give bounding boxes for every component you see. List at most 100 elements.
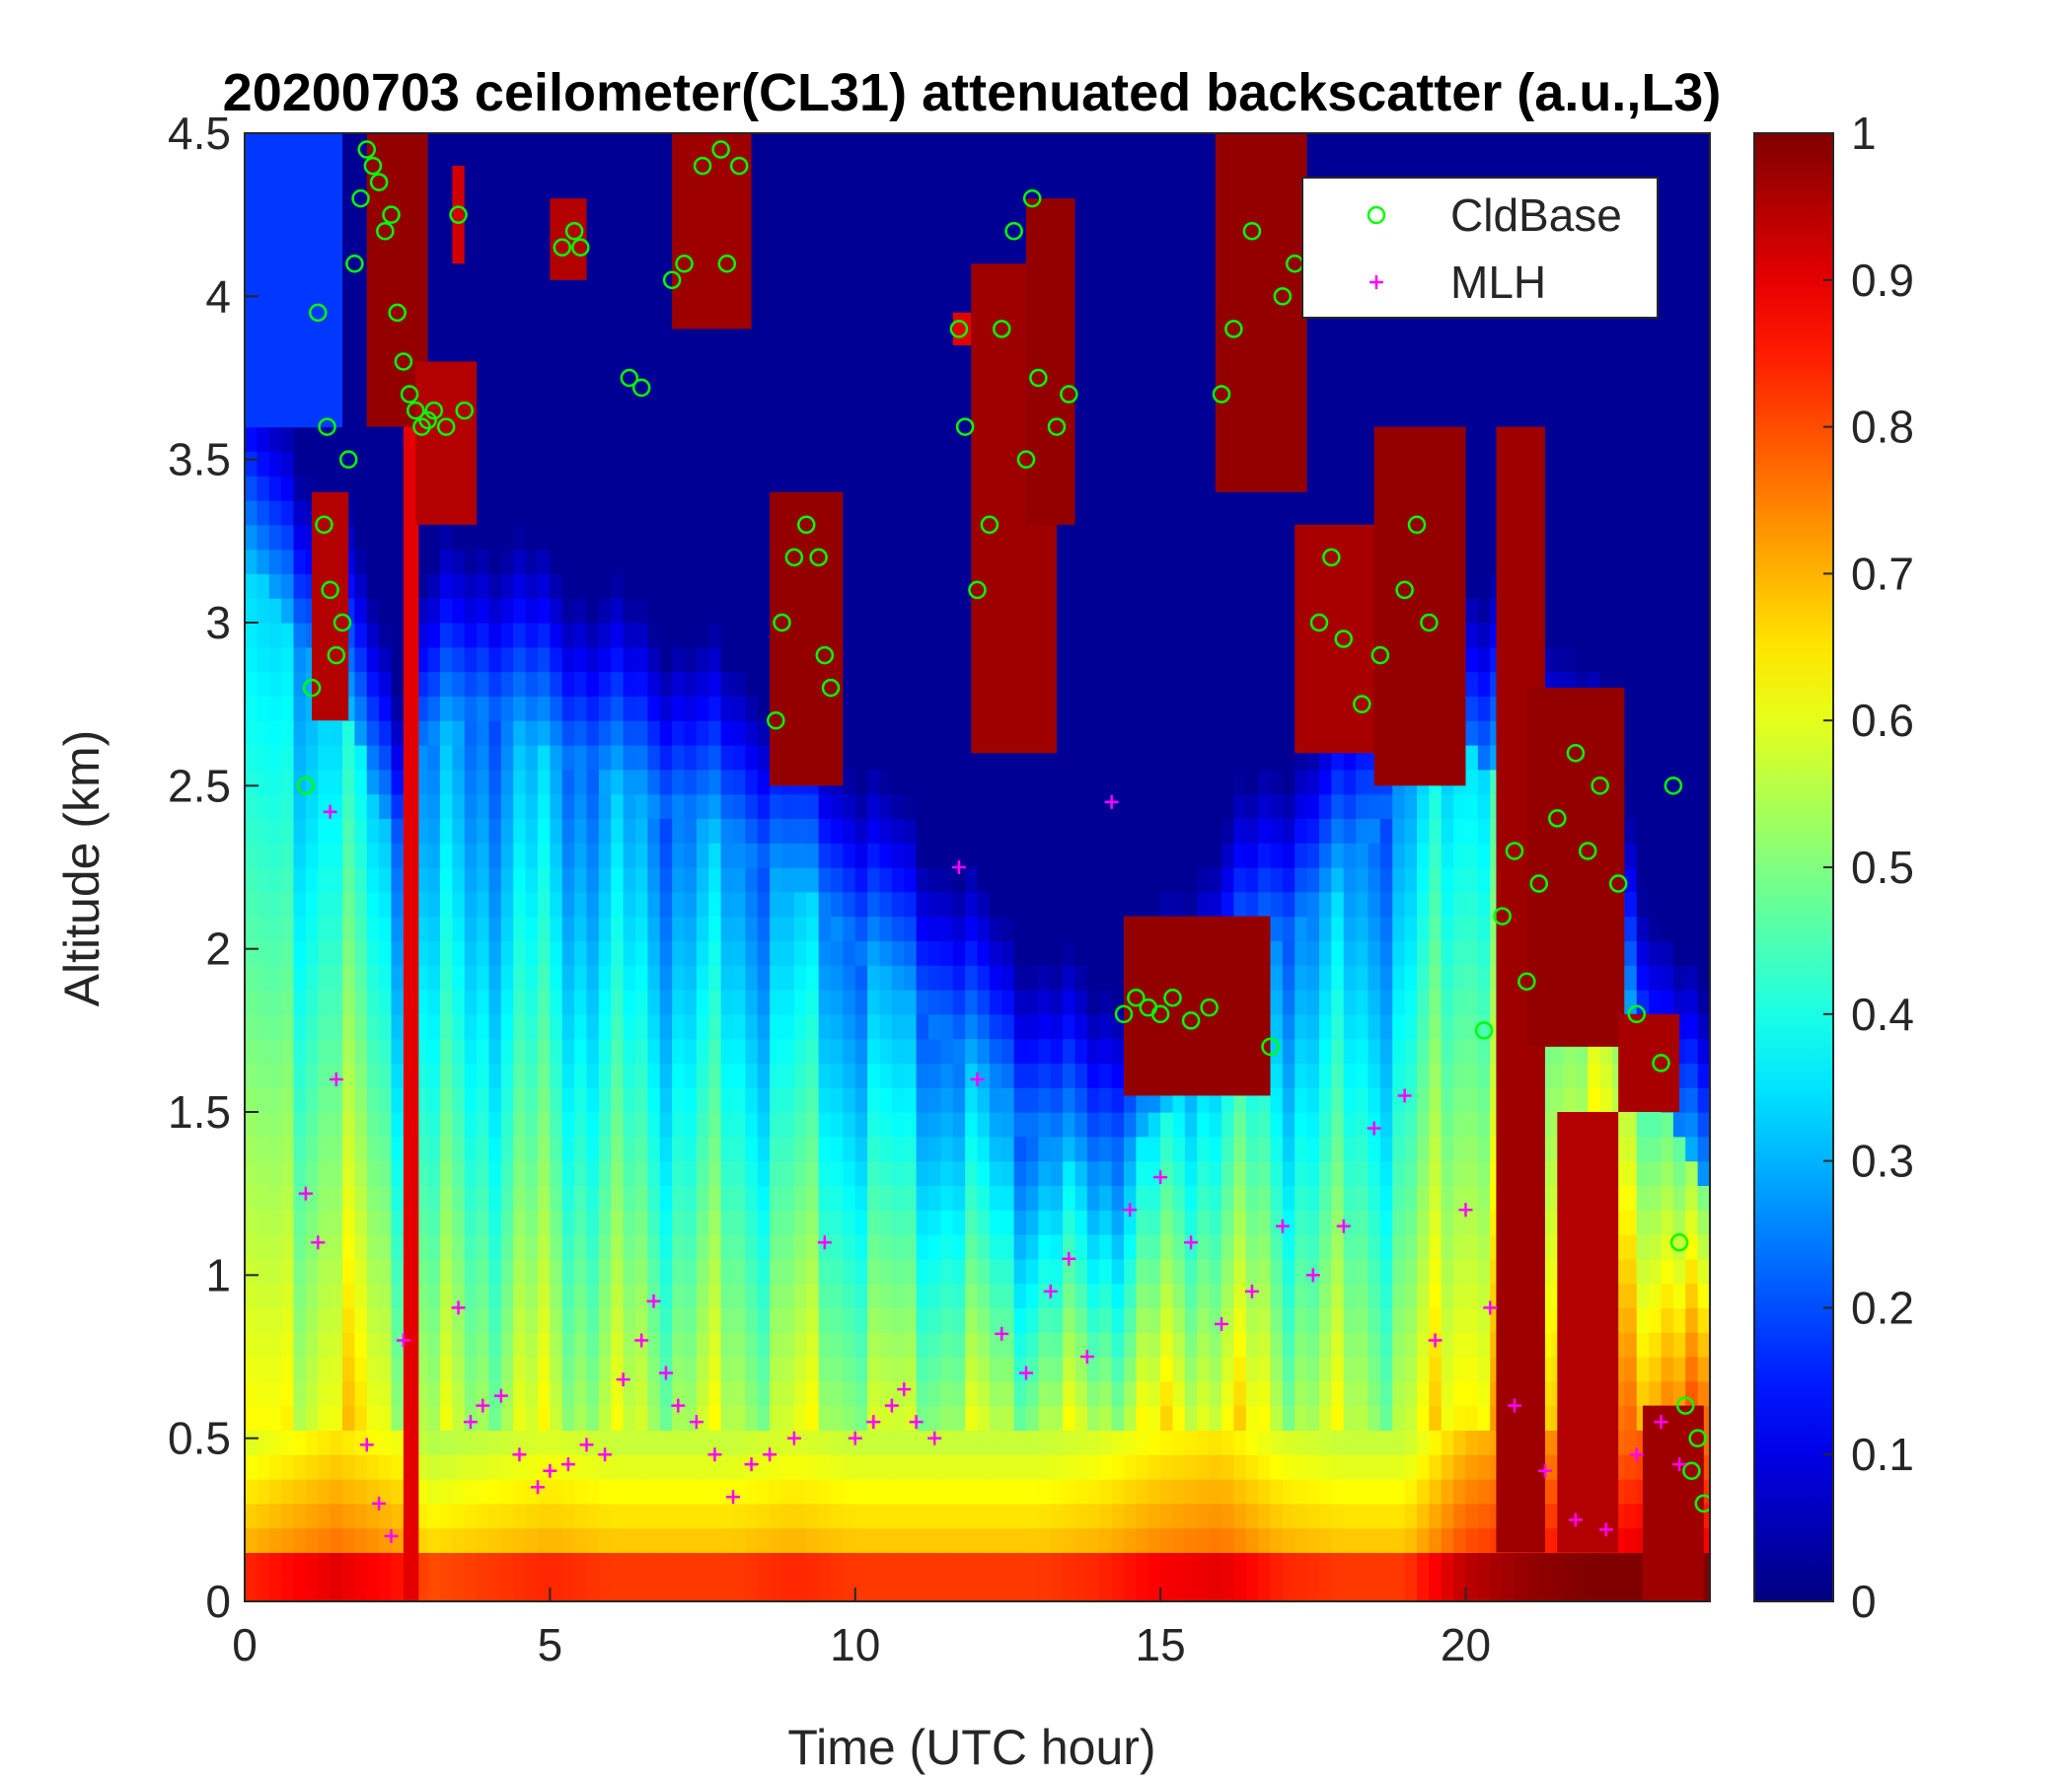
heatmap-cell	[586, 1577, 600, 1601]
heatmap-cell	[330, 793, 343, 819]
heatmap-cell	[806, 1087, 820, 1113]
heatmap-cell	[623, 720, 636, 746]
heatmap-cell	[477, 231, 490, 257]
heatmap-cell	[281, 916, 295, 941]
heatmap-cell	[904, 1234, 918, 1260]
heatmap-cell	[488, 1185, 502, 1211]
heatmap-cell	[598, 1430, 612, 1455]
heatmap-cell	[500, 329, 514, 354]
heatmap-cell	[1026, 1185, 1039, 1211]
heatmap-cell	[1136, 182, 1149, 207]
heatmap-cell	[854, 793, 868, 819]
heatmap-cell	[904, 157, 918, 184]
heatmap-cell	[879, 793, 893, 819]
heatmap-cell	[574, 157, 588, 184]
heatmap-cell	[488, 671, 502, 697]
heatmap-cell	[538, 940, 551, 966]
heatmap-cell	[879, 1503, 893, 1529]
heatmap-cell	[1197, 451, 1211, 477]
heatmap-cell	[1074, 1357, 1088, 1382]
heatmap-cell	[1233, 891, 1247, 918]
heatmap-cell	[1063, 671, 1076, 697]
heatmap-cell	[611, 1380, 625, 1407]
heatmap-cell	[245, 867, 258, 893]
heatmap-cell	[488, 1552, 502, 1578]
heatmap-cell	[940, 769, 954, 795]
heatmap-cell	[1136, 623, 1149, 648]
heatmap-cell	[977, 769, 991, 795]
heatmap-cell	[281, 843, 295, 868]
heatmap-cell	[1001, 1479, 1015, 1505]
heatmap-cell	[672, 818, 686, 844]
heatmap-cell	[696, 1234, 709, 1260]
heatmap-cell	[1184, 426, 1198, 452]
heatmap-cell	[586, 304, 600, 330]
heatmap-cell	[720, 940, 734, 966]
heatmap-cell	[672, 598, 686, 624]
heatmap-cell	[281, 402, 295, 428]
heatmap-cell	[965, 1577, 979, 1601]
heatmap-cell	[904, 769, 918, 795]
heatmap-cell	[500, 623, 514, 648]
heatmap-cell	[379, 573, 393, 599]
heatmap-cell	[1063, 891, 1076, 918]
heatmap-cell	[793, 1258, 807, 1285]
heatmap-cell	[427, 1357, 441, 1382]
heatmap-cell	[659, 671, 673, 697]
heatmap-cell	[916, 940, 929, 966]
heatmap-cell	[1086, 1552, 1100, 1578]
heatmap-cell	[904, 1283, 918, 1308]
heatmap-cell	[440, 1503, 453, 1529]
heatmap-cell	[916, 990, 929, 1015]
heatmap-cell	[464, 549, 478, 574]
heatmap-cell	[1184, 500, 1198, 526]
heatmap-cell	[818, 1552, 832, 1578]
heatmap-cell	[781, 1185, 795, 1211]
heatmap-cell	[879, 1234, 893, 1260]
heatmap-cell	[928, 500, 941, 526]
heatmap-cell	[1099, 696, 1113, 721]
heatmap-cell	[1026, 990, 1039, 1015]
heatmap-cell	[1086, 1454, 1100, 1480]
heatmap-cell	[684, 696, 698, 721]
heatmap-cell	[1172, 206, 1186, 232]
heatmap-cell	[1197, 549, 1211, 574]
heatmap-cell	[1111, 426, 1125, 452]
heatmap-cell	[635, 1552, 648, 1578]
heatmap-cell	[500, 353, 514, 379]
heatmap-cell	[952, 1357, 966, 1382]
heatmap-cell	[928, 231, 941, 257]
heatmap-cell	[1197, 256, 1211, 281]
heatmap-cell	[574, 1430, 588, 1455]
heatmap-cell	[843, 1430, 856, 1455]
heatmap-cell	[818, 1136, 832, 1162]
heatmap-cell	[1147, 476, 1161, 501]
heatmap-cell	[672, 623, 686, 648]
heatmap-cell	[598, 1283, 612, 1308]
heatmap-cell	[684, 623, 698, 648]
heatmap-cell	[891, 279, 905, 306]
heatmap-cell	[561, 1234, 575, 1260]
heatmap-cell	[488, 549, 502, 574]
heatmap-cell	[940, 1087, 954, 1113]
heatmap-cell	[500, 696, 514, 721]
heatmap-cell	[586, 476, 600, 501]
heatmap-cell	[1197, 1112, 1211, 1138]
heatmap-cell	[452, 1357, 466, 1382]
heatmap-cell	[268, 1160, 282, 1186]
heatmap-cell	[928, 524, 941, 551]
heatmap-cell	[245, 1038, 258, 1064]
heatmap-cell	[793, 990, 807, 1015]
heatmap-cell	[1063, 1307, 1076, 1333]
heatmap-cell	[366, 1038, 380, 1064]
heatmap-cell	[1221, 843, 1234, 868]
heatmap-cell	[757, 549, 771, 574]
heatmap-cell	[879, 1063, 893, 1088]
heatmap-cell	[1184, 549, 1198, 574]
heatmap-cell	[305, 329, 319, 354]
heatmap-cell	[1086, 279, 1100, 306]
heatmap-cell	[477, 1234, 490, 1260]
heatmap-cell	[598, 891, 612, 918]
heatmap-cell	[672, 990, 686, 1015]
heatmap-cell	[1013, 1160, 1027, 1186]
